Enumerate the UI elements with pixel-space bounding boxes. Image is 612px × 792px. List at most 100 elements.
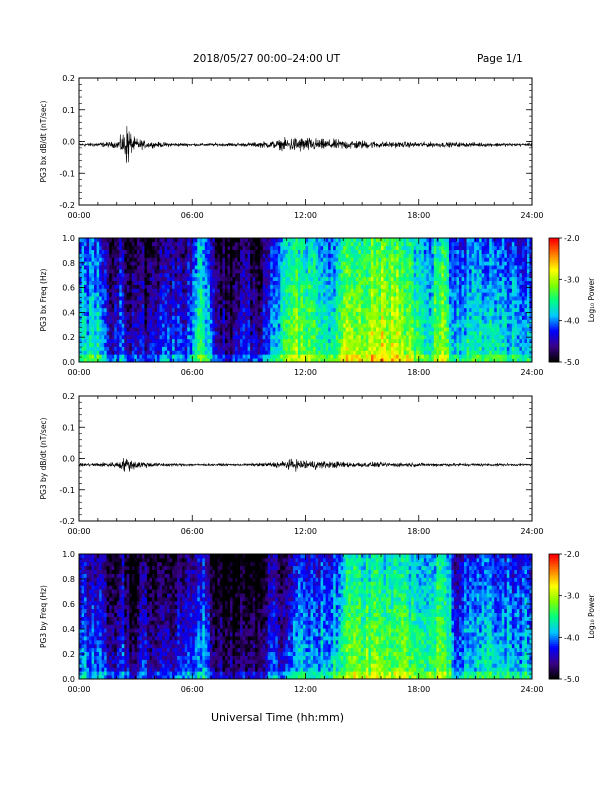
heatmap-cell <box>287 338 291 344</box>
heatmap-cell <box>416 331 420 336</box>
heatmap-cell <box>403 303 407 309</box>
heatmap-cell <box>184 241 188 247</box>
heatmap-cell <box>386 319 389 324</box>
heatmap-cell <box>313 272 316 278</box>
heatmap-cell <box>86 300 90 305</box>
heatmap-cell <box>209 249 213 254</box>
heatmap-cell <box>159 265 163 270</box>
heatmap-cell <box>365 334 369 340</box>
heatmap-cell <box>438 288 442 293</box>
heatmap-cell <box>129 280 133 285</box>
heatmap-cell <box>295 338 299 344</box>
heatmap-cell <box>431 245 435 251</box>
heatmap-cell <box>96 241 100 247</box>
heatmap-cell <box>227 323 231 328</box>
heatmap-cell <box>124 327 128 332</box>
heatmap-cell <box>308 276 311 282</box>
heatmap-cell <box>282 280 286 285</box>
heatmap-cell <box>214 253 218 258</box>
heatmap-cell <box>242 269 246 274</box>
heatmap-cell <box>124 358 128 363</box>
heatmap-cell <box>381 261 384 266</box>
heatmap-cell <box>232 358 236 363</box>
heatmap-cell <box>453 315 457 320</box>
heatmap-cell <box>91 311 95 316</box>
heatmap-cell <box>323 257 327 262</box>
heatmap-cell <box>182 342 186 347</box>
heatmap-cell <box>391 350 394 355</box>
heatmap-cell <box>106 354 110 359</box>
heatmap-cell <box>94 331 98 336</box>
heatmap-cell <box>262 334 266 340</box>
heatmap-cell <box>308 334 311 340</box>
heatmap-cell <box>157 307 160 313</box>
heatmap-cell <box>222 261 226 266</box>
heatmap-cell <box>154 296 158 301</box>
heatmap-cell <box>99 334 103 340</box>
heatmap-cell <box>302 350 306 355</box>
heatmap-cell <box>154 331 158 336</box>
heatmap-cell <box>227 272 231 278</box>
heatmap-cell <box>106 249 110 254</box>
heatmap-cell <box>433 241 437 247</box>
heatmap-cell <box>280 269 284 274</box>
heatmap-cell <box>350 311 354 316</box>
heatmap-cell <box>141 238 145 243</box>
heatmap-cell <box>245 292 249 297</box>
heatmap-cell <box>94 354 98 359</box>
heatmap-cell <box>313 323 316 328</box>
heatmap-cell <box>446 342 450 347</box>
heatmap-cell <box>235 342 238 347</box>
heatmap-cell <box>126 323 130 328</box>
heatmap-cell <box>360 319 364 324</box>
heatmap-cell <box>365 307 369 313</box>
heatmap-cell <box>297 300 301 305</box>
heatmap-cell <box>375 288 379 293</box>
heatmap-cell <box>227 245 231 251</box>
heatmap-cell <box>365 331 369 336</box>
heatmap-cell <box>167 331 170 336</box>
heatmap-cell <box>91 284 95 289</box>
heatmap-cell <box>320 253 324 258</box>
heatmap-cell <box>383 292 387 297</box>
heatmap-cell <box>199 253 203 258</box>
heatmap-cell <box>300 331 304 336</box>
heatmap-cell <box>305 292 309 297</box>
heatmap-cell <box>141 253 145 258</box>
heatmap-cell <box>285 331 289 336</box>
heatmap-cell <box>131 265 135 270</box>
heatmap-cell <box>388 241 392 247</box>
heatmap-cell <box>172 311 176 316</box>
heatmap-cell <box>265 311 269 316</box>
heatmap-cell <box>99 346 103 351</box>
heatmap-cell <box>436 315 440 320</box>
heatmap-cell <box>202 253 206 258</box>
heatmap-cell <box>177 245 181 251</box>
heatmap-cell <box>353 358 357 363</box>
heatmap-cell <box>365 272 369 278</box>
heatmap-cell <box>192 257 196 262</box>
heatmap-cell <box>106 338 110 344</box>
heatmap-cell <box>109 300 113 305</box>
heatmap-cell <box>308 323 311 328</box>
heatmap-cell <box>124 346 128 351</box>
heatmap-cell <box>295 358 299 363</box>
heatmap-cell <box>169 358 173 363</box>
heatmap-cell <box>403 331 407 336</box>
heatmap-cell <box>99 296 103 301</box>
heatmap-cell <box>267 245 271 251</box>
heatmap-cell <box>84 307 87 313</box>
heatmap-cell <box>136 241 140 247</box>
heatmap-cell <box>408 280 412 285</box>
heatmap-cell <box>177 265 181 270</box>
heatmap-cell <box>219 253 223 258</box>
heatmap-cell <box>287 342 291 347</box>
heatmap-cell <box>335 265 339 270</box>
heatmap-cell <box>169 334 173 340</box>
heatmap-cell <box>358 350 362 355</box>
heatmap-cell <box>282 319 286 324</box>
heatmap-cell <box>121 280 125 285</box>
heatmap-cell <box>257 288 261 293</box>
heatmap-cell <box>146 253 150 258</box>
heatmap-cell <box>247 253 251 258</box>
